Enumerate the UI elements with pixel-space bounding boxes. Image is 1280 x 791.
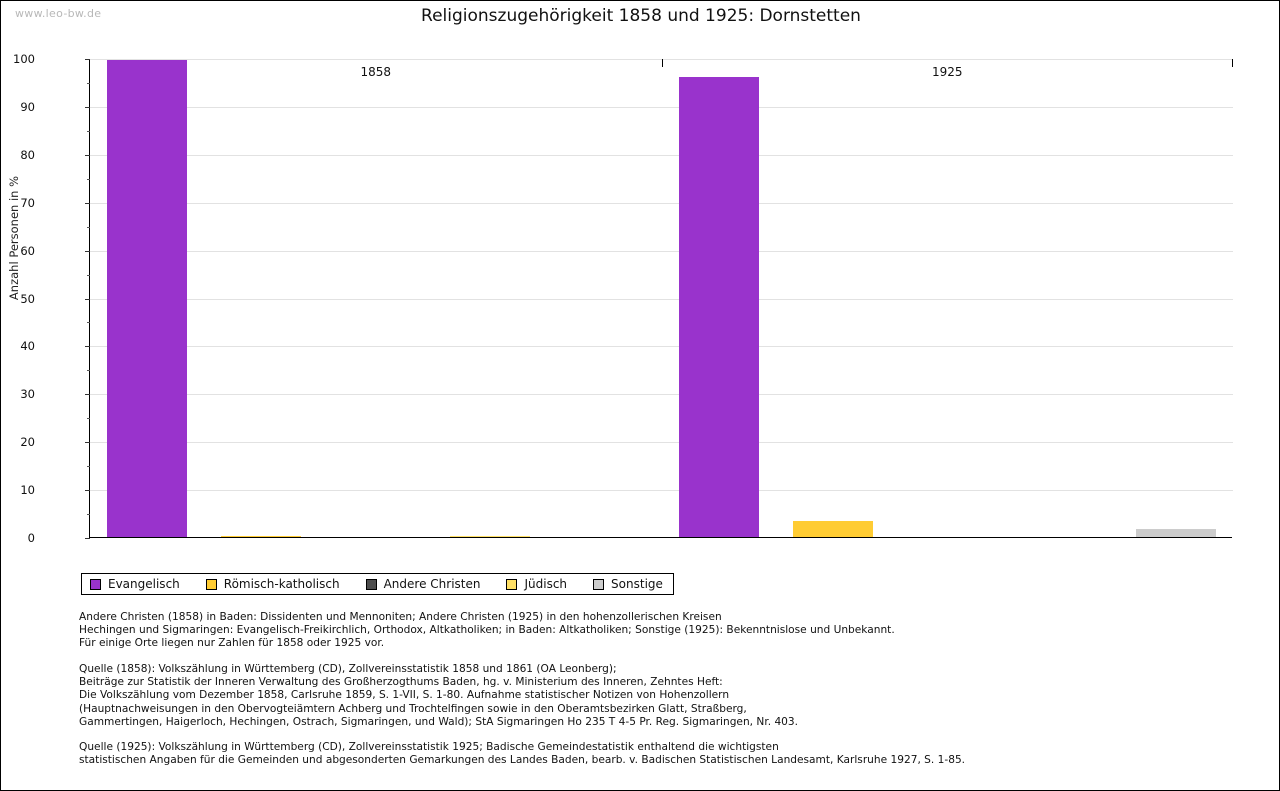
y-tick-label: 0 <box>27 531 35 545</box>
y-gridline <box>90 346 1233 348</box>
page-title: Religionszugehörigkeit 1858 und 1925: Do… <box>421 6 861 26</box>
bar-1858-j-disch[interactable] <box>450 536 531 537</box>
y-tick-mark <box>85 154 90 156</box>
bar-1858-evangelisch[interactable] <box>107 60 188 537</box>
bar-1925-sonstige[interactable] <box>1135 528 1216 537</box>
bar-1858-r-misch-katholisch[interactable] <box>221 535 302 537</box>
y-tick-mark-minor <box>87 370 90 372</box>
y-gridline <box>90 154 1233 156</box>
y-tick-mark-minor <box>87 274 90 276</box>
y-tick-mark-minor <box>87 418 90 420</box>
y-tick-label: 90 <box>20 99 35 114</box>
y-gridline <box>90 202 1233 204</box>
legend-item-evangelisch[interactable]: Evangelisch <box>90 577 180 591</box>
y-tick-mark <box>85 202 90 204</box>
legend-swatch-icon <box>593 578 605 590</box>
y-tick-mark <box>85 298 90 300</box>
y-tick-label: 70 <box>20 195 35 210</box>
y-gridline <box>90 298 1233 300</box>
legend-label: Evangelisch <box>108 577 180 591</box>
y-tick-label: 10 <box>20 483 35 498</box>
y-tick-label: 50 <box>20 291 35 306</box>
legend-item-andere-christen[interactable]: Andere Christen <box>365 577 481 591</box>
y-tick-label: 20 <box>20 435 35 450</box>
y-axis-title: Anzahl Personen in % <box>7 175 21 301</box>
y-tick-label: 100 <box>13 52 35 66</box>
y-tick-mark-minor <box>87 130 90 132</box>
y-tick-mark <box>85 346 90 348</box>
y-tick-label: 40 <box>20 339 35 354</box>
y-tick-mark <box>85 106 90 108</box>
legend-swatch-icon <box>506 578 518 590</box>
legend-item-j-disch[interactable]: Jüdisch <box>506 577 567 591</box>
y-tick-mark-minor <box>87 466 90 468</box>
y-tick-mark-minor <box>87 514 90 516</box>
bar-1925-r-misch-katholisch[interactable] <box>792 520 873 537</box>
legend-label: Jüdisch <box>524 577 568 591</box>
legend-label: Sonstige <box>611 577 663 591</box>
x-axis-separator <box>661 59 663 67</box>
legend-swatch-icon <box>205 578 217 590</box>
y-gridline <box>90 490 1233 492</box>
y-tick-mark <box>85 394 90 396</box>
footnote-source-1858: Quelle (1858): Volkszählung in Württembe… <box>79 663 799 728</box>
x-tick-label-1858: 1858 <box>360 65 392 79</box>
y-tick-mark-minor <box>87 226 90 228</box>
legend-item-r-misch-katholisch[interactable]: Römisch-katholisch <box>205 577 340 591</box>
y-gridline <box>90 250 1233 252</box>
plot-area: 0 10 20 30 40 50 60 70 80 90 100 1858 1925 <box>13 53 1233 544</box>
y-tick-mark <box>85 538 90 539</box>
legend-swatch-icon <box>365 578 377 590</box>
y-tick-label: 30 <box>20 387 35 402</box>
y-tick-label: 60 <box>20 243 35 258</box>
y-tick-mark-minor <box>87 322 90 324</box>
y-gridline <box>90 106 1233 108</box>
footnote-source-1925: Quelle (1925): Volkszählung in Württembe… <box>79 741 966 767</box>
y-gridline <box>90 442 1233 444</box>
y-tick-mark <box>85 490 90 492</box>
y-tick-mark <box>85 442 90 444</box>
y-tick-mark <box>85 59 90 60</box>
y-tick-mark <box>85 250 90 252</box>
y-gridline <box>90 394 1233 396</box>
chart-legend: Evangelisch Römisch-katholisch Andere Chri… <box>81 573 674 595</box>
bar-1925-evangelisch[interactable] <box>678 77 759 537</box>
x-tick-label-1925: 1925 <box>931 65 963 79</box>
x-axis-separator-end <box>1232 59 1233 67</box>
y-tick-mark-minor <box>87 82 90 84</box>
legend-label: Römisch-katholisch <box>223 577 340 591</box>
legend-item-sonstige[interactable]: Sonstige <box>593 577 663 591</box>
legend-swatch-icon <box>90 578 101 590</box>
legend-label: Andere Christen <box>383 577 481 591</box>
site-watermark: www.leo-bw.de <box>15 7 102 20</box>
y-tick-mark-minor <box>87 178 90 180</box>
y-tick-label: 80 <box>20 147 35 162</box>
footnote-definitions: Andere Christen (1858) in Baden: Disside… <box>79 611 895 650</box>
